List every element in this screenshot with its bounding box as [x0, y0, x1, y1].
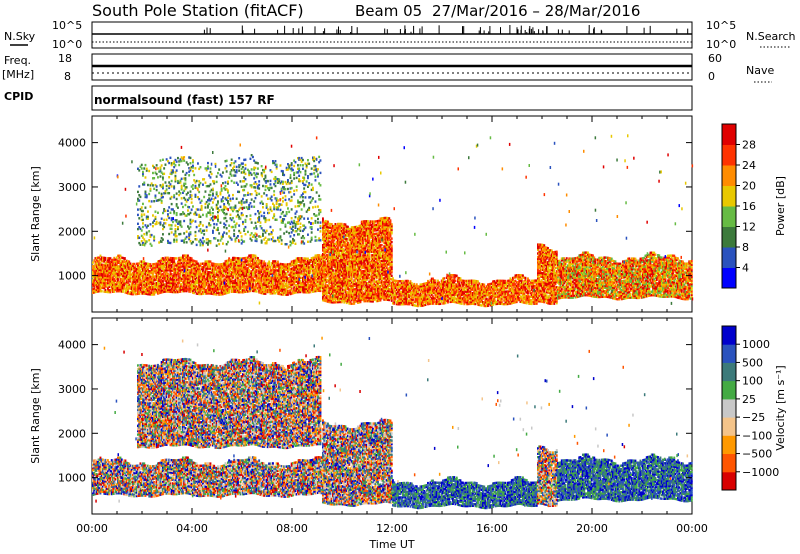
freq-tick-top: 18	[58, 52, 72, 65]
nave-label: Nave	[746, 64, 774, 77]
rti-figure: South Pole Station (fitACF) Beam 05 27/M…	[0, 0, 800, 554]
nave-tick-bottom: 0	[708, 70, 715, 83]
station-title: South Pole Station (fitACF)	[92, 1, 304, 20]
nsky-panel: N.Sky 10^5 10^0 10^5 10^0 N.Search	[4, 19, 796, 51]
echo-cell	[261, 260, 263, 262]
echo-cell	[105, 257, 107, 259]
cpid-label: CPID	[4, 90, 33, 103]
cpid-text: normalsound (fast) 157 RF	[94, 93, 275, 107]
nsearch-tick-top: 10^5	[706, 19, 736, 32]
date-range: 27/Mar/2016 – 28/Mar/2016	[432, 2, 640, 20]
nsky-trace	[92, 25, 692, 42]
nsearch-tick-bottom: 10^0	[706, 38, 736, 51]
nsky-tick-top: 10^5	[52, 19, 82, 32]
echo-cell	[265, 262, 267, 264]
echo-cell	[187, 255, 189, 257]
echo-cell	[128, 284, 130, 286]
freq-panel: Freq. [MHz] 18 8 60 0 Nave	[2, 52, 774, 83]
nsky-label: N.Sky	[4, 30, 36, 43]
echo-cell	[268, 261, 270, 263]
nsearch-label: N.Search	[746, 30, 796, 43]
nave-tick-top: 60	[708, 52, 722, 65]
beam-label: Beam 05	[355, 2, 422, 20]
freq-tick-bottom: 8	[64, 70, 71, 83]
echo-cell	[176, 257, 178, 259]
echo-cell	[101, 290, 103, 292]
echo-cell	[256, 290, 258, 292]
echo-cell	[277, 261, 279, 263]
freq-label: Freq.	[4, 54, 31, 67]
freq-unit: [MHz]	[2, 68, 34, 81]
echo-cell	[191, 257, 193, 259]
echo-cell	[257, 257, 259, 259]
nsky-tick-bottom: 10^0	[52, 38, 82, 51]
cpid-panel: CPID normalsound (fast) 157 RF	[4, 86, 692, 110]
echo-cell	[92, 261, 94, 263]
